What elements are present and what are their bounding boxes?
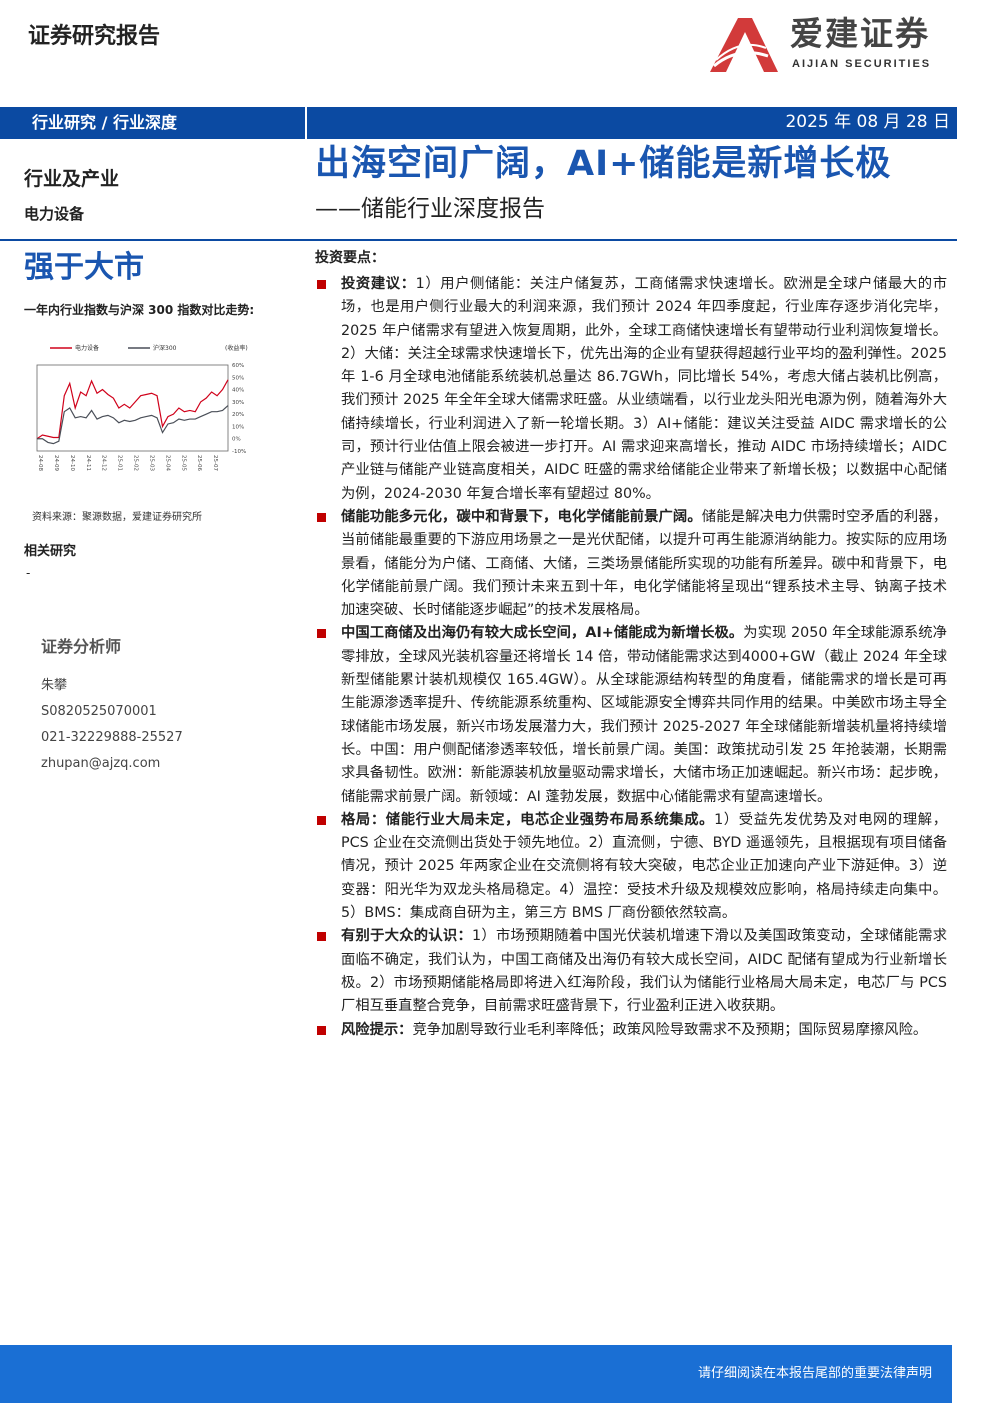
legal-disclaimer: 请仔细阅读在本报告尾部的重要法律声明: [697, 1366, 932, 1381]
series-line-hs300: [37, 405, 229, 445]
footer-band: [0, 1345, 952, 1403]
x-tick-label: 25-02: [133, 455, 139, 471]
related-research-title: 相关研究: [24, 544, 77, 559]
bullet-square-icon: [317, 932, 326, 942]
x-tick-label: 24-10: [69, 455, 75, 471]
report-subtitle: ——储能行业深度报告: [315, 196, 545, 222]
report-date: 2025 年 08 月 28 日: [785, 112, 950, 132]
bullet-landscape: 格局：储能行业大局未定，电芯企业强势布局系统集成。1）受益先发优势及对电网的理解…: [315, 809, 947, 925]
y-tick-label: 50%: [232, 375, 244, 381]
y-tick-label: 60%: [232, 363, 244, 369]
series-line-power-equipment: [36, 379, 229, 440]
bullet-text: 储能是解决电力供需时空矛盾的利器，当前储能最重要的下游应用场景之一是光伏配储，以…: [341, 508, 948, 619]
x-tick-label: 25-01: [117, 455, 123, 471]
legend-label: 沪深300: [153, 344, 177, 352]
y-tick-label: 10%: [232, 424, 244, 430]
report-title: 出海空间广阔，AI+储能是新增长极: [315, 144, 892, 184]
x-tick-label: 25-06: [196, 455, 202, 471]
document-type: 证券研究报告: [28, 24, 161, 49]
bullet-growth-space: 中国工商储及出海仍有较大成长空间，AI+储能成为新增长极。为实现 2050 年全…: [315, 622, 947, 808]
x-tick-label: 25-03: [148, 455, 154, 471]
bullet-diversification: 储能功能多元化，碳中和背景下，电化学储能前景广阔。储能是解决电力供需时空矛盾的利…: [315, 506, 947, 622]
x-tick-label: 25-07: [212, 455, 218, 471]
bullet-differentiated-view: 有别于大众的认识：1）市场预期随着中国光伏装机增速下滑以及美国政策变动，全球储能…: [315, 925, 947, 1018]
key-points-title: 投资要点：: [315, 250, 385, 266]
bullet-risk: 风险提示：竞争加剧导致行业毛利率降低；政策风险导致需求不及预期；国际贸易摩擦风险…: [315, 1019, 947, 1042]
sector-label: 电力设备: [24, 205, 85, 223]
bullet-square-icon: [317, 629, 326, 639]
bullet-square-icon: [317, 512, 326, 522]
analyst-cert: S0820525070001: [41, 704, 157, 719]
bullet-lead: 储能功能多元化，碳中和背景下，电化学储能前景广阔。: [341, 508, 702, 525]
bullet-investment-advice: 投资建议：1）用户侧储能：关注户储复苏，工商储需求快速增长。欧洲是全球户储最大的…: [315, 273, 947, 506]
y-tick-label: 20%: [232, 412, 244, 418]
analyst-name: 朱攀: [41, 678, 68, 693]
x-tick-label: 24-12: [101, 455, 107, 471]
bullet-text: 竞争加剧导致行业毛利率降低；政策风险导致需求不及预期；国际贸易摩擦风险。: [412, 1021, 928, 1038]
y-tick-label: -10%: [232, 449, 246, 455]
logo-text-en: AIJIAN SECURITIES: [792, 58, 932, 70]
index-comparison-chart: 60% 50% 40% 30% 20% 10% 0% -10% 24-08 24-09 24-10 2…: [36, 344, 248, 471]
plot-frame: [36, 364, 229, 452]
report-category: 行业研究 / 行业深度: [32, 113, 177, 132]
bullet-lead: 风险提示：: [341, 1021, 413, 1038]
legend-label: 电力设备: [75, 344, 99, 352]
related-research-item: -: [26, 566, 31, 580]
bullet-text: 1）市场预期随着中国光伏装机增速下滑以及美国政策变动，全球储能需求面临不确定，我…: [341, 928, 948, 1015]
y-tick-label: 30%: [232, 400, 244, 406]
x-tick-label: 24-11: [85, 455, 91, 471]
bullet-square-icon: [317, 1025, 326, 1035]
y-tick-label: 0%: [232, 437, 241, 443]
bullet-text: 1）用户侧储能：关注户储复苏，工商储需求快速增长。欧洲是全球户储最大的市场，也是…: [341, 276, 948, 502]
legend-label: (收益率): [225, 344, 248, 352]
logo-a-icon: [710, 18, 778, 72]
y-tick-label: 40%: [232, 388, 244, 394]
chart-title: 一年内行业指数与沪深 300 指数对比走势:: [24, 303, 255, 317]
analyst-title: 证券分析师: [41, 637, 122, 656]
chart-source: 资料来源：聚源数据，爱建证券研究所: [32, 512, 202, 523]
bullet-square-icon: [317, 815, 326, 825]
x-tick-label: 25-05: [180, 455, 186, 471]
bullet-text: 为实现 2050 年全球能源系统净零排放，全球风光装机容量还将增长 14 倍，带…: [341, 625, 947, 805]
header-band: [0, 107, 957, 139]
bullet-lead: 有别于大众的认识：: [341, 928, 473, 945]
x-tick-label: 24-09: [53, 455, 59, 471]
analyst-phone: 021-32229888-25527: [41, 730, 183, 745]
bullet-text: 1）受益先发优势及对电网的理解，PCS 企业在交流侧出货处于领先地位。2）直流侧…: [341, 811, 947, 922]
bullet-lead: 格局：储能行业大局未定，电芯企业强势布局系统集成。: [341, 811, 715, 828]
bullet-square-icon: [317, 280, 326, 289]
x-tick-label: 25-04: [164, 455, 170, 471]
header-divider: [0, 239, 957, 241]
key-points-list: 投资建议：1）用户侧储能：关注户储复苏，工商储需求快速增长。欧洲是全球户储最大的…: [315, 273, 947, 1042]
bullet-lead: 中国工商储及出海仍有较大成长空间，AI+储能成为新增长极。: [341, 625, 744, 642]
analyst-email[interactable]: zhupan@ajzq.com: [41, 756, 161, 771]
x-tick-label: 24-08: [37, 455, 43, 471]
bullet-lead: 投资建议：: [341, 276, 416, 292]
rating: 强于大市: [24, 250, 144, 285]
logo-text-cn: 爱建证券: [790, 14, 930, 53]
company-logo: 爱建证券 AIJIAN SECURITIES: [708, 16, 958, 76]
industry-label: 行业及产业: [24, 168, 120, 190]
